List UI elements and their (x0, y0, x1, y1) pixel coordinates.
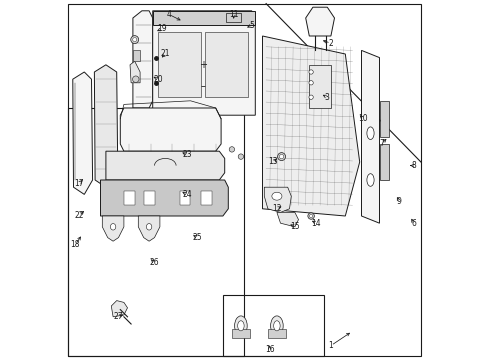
Polygon shape (73, 72, 92, 194)
Text: 9: 9 (396, 197, 401, 206)
Ellipse shape (277, 153, 285, 161)
Text: 16: 16 (264, 345, 274, 354)
Polygon shape (264, 187, 291, 212)
Polygon shape (262, 36, 359, 216)
Text: 23: 23 (182, 150, 191, 159)
Bar (133, 50, 140, 61)
Text: 7: 7 (378, 139, 383, 148)
Text: –: – (200, 81, 205, 91)
Text: 13: 13 (268, 157, 278, 166)
Text: 6: 6 (410, 219, 415, 228)
Ellipse shape (308, 81, 313, 85)
Text: 15: 15 (289, 222, 299, 231)
Bar (68, 108, 244, 356)
Text: 2: 2 (328, 39, 333, 48)
Ellipse shape (271, 192, 282, 200)
Text: 10: 10 (358, 114, 367, 123)
Ellipse shape (146, 224, 151, 230)
Bar (267, 329, 285, 338)
Polygon shape (106, 151, 224, 180)
Polygon shape (111, 301, 127, 317)
Ellipse shape (308, 95, 313, 99)
Text: 5: 5 (249, 21, 254, 30)
Polygon shape (120, 108, 221, 151)
Ellipse shape (307, 213, 314, 219)
Bar (379, 101, 387, 137)
Text: 17: 17 (74, 179, 83, 188)
Ellipse shape (234, 316, 247, 336)
Text: 25: 25 (192, 233, 202, 242)
Text: 20: 20 (153, 75, 163, 84)
Text: 11: 11 (228, 10, 238, 19)
Text: 4: 4 (166, 10, 171, 19)
Text: 24: 24 (182, 190, 191, 199)
Polygon shape (305, 7, 334, 36)
Ellipse shape (309, 214, 312, 217)
Ellipse shape (279, 154, 283, 159)
Ellipse shape (132, 76, 139, 82)
Text: 21: 21 (160, 49, 170, 58)
Text: 1: 1 (328, 341, 333, 350)
Polygon shape (102, 216, 123, 241)
Ellipse shape (229, 147, 234, 152)
Ellipse shape (130, 36, 139, 44)
Polygon shape (152, 11, 255, 115)
Bar (379, 144, 387, 180)
Text: 14: 14 (311, 219, 321, 228)
Text: 22: 22 (74, 211, 83, 220)
Ellipse shape (132, 37, 137, 42)
Bar (158, 32, 201, 97)
Polygon shape (138, 216, 160, 241)
Ellipse shape (366, 174, 373, 186)
Bar (309, 65, 330, 108)
Polygon shape (130, 61, 140, 83)
Bar (204, 32, 247, 97)
Text: 26: 26 (149, 258, 159, 267)
Polygon shape (101, 180, 228, 216)
Ellipse shape (366, 127, 373, 139)
Text: 18: 18 (70, 240, 80, 249)
Text: 19: 19 (157, 24, 166, 33)
Ellipse shape (273, 321, 280, 331)
Polygon shape (133, 11, 152, 108)
Bar (201, 191, 212, 205)
Bar (226, 13, 241, 22)
Text: +: + (199, 60, 207, 70)
Polygon shape (361, 50, 379, 223)
Text: 3: 3 (324, 93, 329, 102)
Ellipse shape (238, 154, 243, 159)
Ellipse shape (308, 70, 313, 74)
Bar (179, 191, 190, 205)
Bar (152, 11, 255, 25)
Ellipse shape (270, 316, 283, 336)
Bar (223, 295, 323, 356)
Text: 27: 27 (113, 312, 123, 321)
Ellipse shape (237, 321, 244, 331)
Bar (231, 329, 249, 338)
Text: 8: 8 (410, 161, 415, 170)
Bar (143, 191, 154, 205)
Ellipse shape (110, 224, 116, 230)
Polygon shape (94, 65, 118, 187)
Bar (123, 191, 134, 205)
Text: 12: 12 (272, 204, 281, 213)
Polygon shape (276, 212, 298, 227)
